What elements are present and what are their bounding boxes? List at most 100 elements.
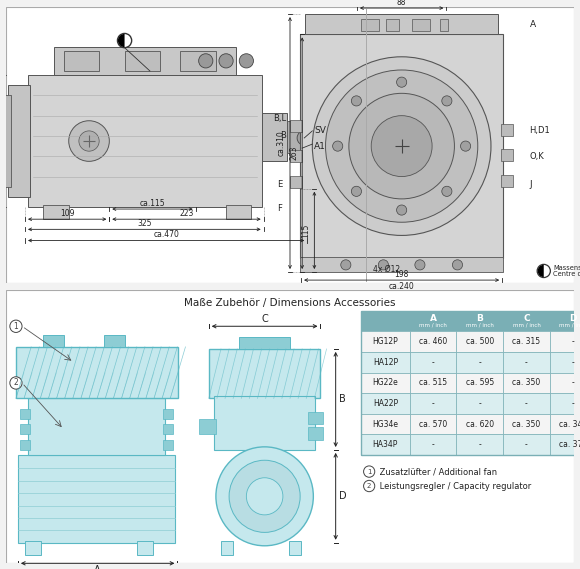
Wedge shape — [118, 34, 125, 47]
Bar — [64, 51, 99, 71]
Text: J: J — [530, 180, 532, 189]
Circle shape — [364, 480, 375, 492]
Circle shape — [10, 377, 22, 389]
Bar — [361, 331, 410, 352]
Text: B: B — [339, 394, 346, 405]
Bar — [20, 424, 30, 435]
Text: ca. 370: ca. 370 — [559, 440, 580, 450]
Bar — [456, 373, 503, 393]
Text: ca. 500: ca. 500 — [466, 337, 494, 346]
Circle shape — [79, 131, 99, 151]
Bar — [3, 96, 11, 187]
Text: Centre of gravity: Centre of gravity — [553, 271, 580, 277]
Text: ca. 315: ca. 315 — [513, 337, 541, 346]
Bar — [386, 19, 398, 31]
Circle shape — [378, 260, 389, 270]
Text: mm / inch: mm / inch — [419, 322, 447, 327]
Circle shape — [364, 466, 375, 477]
Bar — [409, 414, 456, 435]
Bar — [550, 352, 580, 373]
Circle shape — [341, 260, 351, 270]
Bar — [409, 311, 456, 331]
Text: Leistungsregler / Capacity regulator: Leistungsregler / Capacity regulator — [378, 481, 531, 490]
Text: ca.240: ca.240 — [389, 282, 415, 291]
Bar — [163, 440, 173, 450]
Circle shape — [297, 131, 311, 145]
Text: 325: 325 — [137, 219, 151, 228]
Text: -: - — [572, 337, 575, 346]
Bar — [104, 335, 125, 347]
Text: D: D — [339, 491, 346, 501]
Text: HA34P: HA34P — [373, 440, 398, 450]
Bar — [309, 427, 324, 440]
Bar — [125, 51, 160, 71]
Bar — [550, 373, 580, 393]
Text: H,D1: H,D1 — [530, 126, 550, 135]
Circle shape — [68, 121, 110, 162]
Text: Zusatzlüfter / Additional fan: Zusatzlüfter / Additional fan — [378, 467, 498, 476]
Bar — [28, 75, 262, 207]
Circle shape — [397, 205, 407, 215]
Text: mm / inch: mm / inch — [559, 322, 580, 327]
Text: SV: SV — [314, 126, 326, 135]
Bar — [412, 19, 430, 31]
Text: HG34e: HG34e — [372, 420, 398, 428]
Bar — [44, 335, 64, 347]
Bar — [8, 85, 30, 197]
Circle shape — [461, 141, 471, 151]
Text: B: B — [476, 314, 483, 323]
Text: ca. 595: ca. 595 — [466, 378, 494, 387]
Circle shape — [537, 265, 550, 278]
Bar — [550, 435, 580, 455]
Text: E: E — [277, 180, 282, 189]
Circle shape — [351, 96, 361, 106]
Bar — [16, 347, 179, 398]
Text: -: - — [572, 358, 575, 367]
Bar — [456, 393, 503, 414]
Circle shape — [325, 70, 478, 222]
Text: HG22e: HG22e — [372, 378, 398, 387]
Bar — [503, 373, 550, 393]
Text: C: C — [523, 314, 530, 323]
Bar — [550, 414, 580, 435]
Bar — [550, 311, 580, 331]
Text: A: A — [430, 314, 437, 323]
Text: C: C — [261, 314, 268, 324]
Circle shape — [351, 186, 361, 196]
Bar — [290, 176, 302, 188]
Text: 263: 263 — [289, 146, 298, 160]
Text: 223: 223 — [179, 209, 194, 218]
Bar — [20, 409, 30, 419]
Bar — [289, 541, 301, 555]
Bar — [361, 373, 410, 393]
Bar — [290, 119, 302, 132]
Bar — [361, 435, 410, 455]
Bar — [503, 414, 550, 435]
Bar — [290, 150, 302, 162]
Text: -: - — [432, 358, 434, 367]
Text: D: D — [570, 314, 577, 323]
Text: Maße Zubehör / Dimensions Accessories: Maße Zubehör / Dimensions Accessories — [184, 298, 396, 308]
Text: ca. 340: ca. 340 — [559, 420, 580, 428]
Bar — [287, 121, 302, 153]
Circle shape — [415, 260, 425, 270]
Circle shape — [117, 34, 132, 48]
Circle shape — [216, 447, 313, 546]
Bar — [456, 352, 503, 373]
Bar — [409, 352, 456, 373]
Bar — [25, 541, 41, 555]
Text: 88: 88 — [397, 0, 407, 7]
Bar — [503, 393, 550, 414]
Circle shape — [229, 460, 300, 533]
Text: B: B — [280, 131, 286, 140]
Bar — [53, 47, 236, 75]
Text: mm / inch: mm / inch — [513, 322, 541, 327]
Text: 109: 109 — [60, 209, 74, 218]
Bar — [309, 412, 324, 424]
Text: -: - — [432, 440, 434, 450]
Text: 2: 2 — [367, 483, 371, 489]
Text: 4x Ø12: 4x Ø12 — [373, 265, 400, 274]
Bar — [20, 440, 30, 450]
Text: A1: A1 — [314, 142, 326, 151]
Bar — [361, 393, 410, 414]
